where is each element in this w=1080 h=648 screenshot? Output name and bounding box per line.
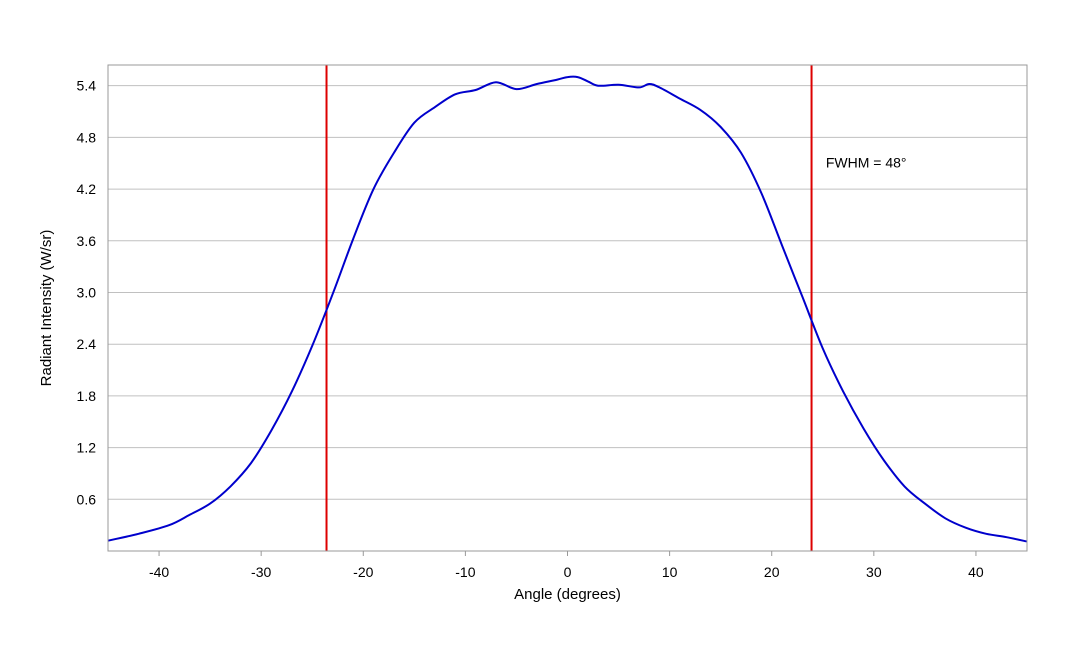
y-tick-label: 4.2 bbox=[77, 181, 97, 197]
fwhm-annotation: FWHM = 48° bbox=[826, 155, 907, 171]
x-tick-label: -20 bbox=[353, 564, 373, 580]
x-tick-label: -10 bbox=[455, 564, 475, 580]
x-tick-label: -40 bbox=[149, 564, 169, 580]
y-axis-title: Radiant Intensity (W/sr) bbox=[38, 230, 55, 387]
x-tick-label: 10 bbox=[662, 564, 678, 580]
x-axis: -40 -30 -20 -10 0 10 20 30 40 bbox=[149, 551, 984, 580]
y-tick-label: 3.6 bbox=[77, 233, 97, 249]
x-tick-label: 30 bbox=[866, 564, 882, 580]
y-tick-label: 0.6 bbox=[77, 491, 97, 507]
series-line bbox=[107, 75, 1028, 543]
x-axis-title: Angle (degrees) bbox=[514, 586, 621, 603]
y-tick-label: 3.0 bbox=[77, 284, 97, 300]
plot-area bbox=[108, 65, 1027, 551]
y-tick-label: 4.8 bbox=[77, 129, 97, 145]
x-tick-label: 40 bbox=[968, 564, 984, 580]
y-tick-label: 1.2 bbox=[77, 440, 97, 456]
x-tick-label: 20 bbox=[764, 564, 780, 580]
y-tick-label: 2.4 bbox=[77, 336, 97, 352]
y-axis: 0.6 1.2 1.8 2.4 3.0 3.6 4.2 4.8 5.4 bbox=[77, 78, 97, 508]
y-tick-label: 5.4 bbox=[77, 78, 97, 94]
x-tick-label: 0 bbox=[564, 564, 572, 580]
y-tick-label: 1.8 bbox=[77, 388, 97, 404]
x-tick-label: -30 bbox=[251, 564, 271, 580]
